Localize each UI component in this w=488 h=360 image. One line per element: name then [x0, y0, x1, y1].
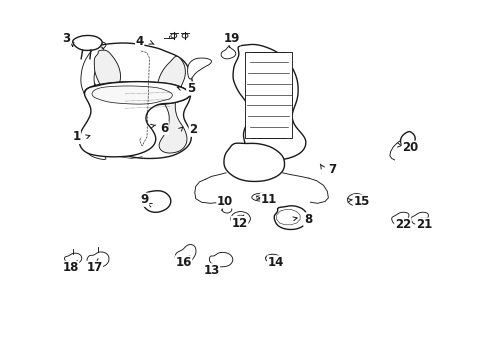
Text: 17: 17: [86, 261, 102, 274]
Text: 19: 19: [224, 32, 240, 45]
Polygon shape: [209, 252, 232, 267]
Polygon shape: [245, 51, 292, 138]
Polygon shape: [221, 46, 235, 59]
Text: 9: 9: [140, 193, 148, 206]
Text: 18: 18: [62, 261, 79, 274]
Polygon shape: [400, 132, 414, 148]
Text: 12: 12: [231, 216, 247, 230]
Text: 10: 10: [216, 195, 233, 208]
Polygon shape: [87, 252, 109, 267]
Text: 14: 14: [267, 256, 284, 269]
Ellipse shape: [256, 195, 266, 199]
Polygon shape: [92, 86, 172, 104]
Polygon shape: [81, 46, 105, 159]
Circle shape: [182, 34, 187, 38]
Text: 6: 6: [160, 122, 168, 135]
Polygon shape: [73, 36, 102, 50]
Text: 4: 4: [135, 35, 143, 49]
Polygon shape: [64, 253, 81, 264]
Text: 7: 7: [327, 163, 336, 176]
Text: 16: 16: [175, 256, 191, 269]
Text: 11: 11: [260, 193, 276, 206]
Circle shape: [230, 212, 250, 226]
Text: 21: 21: [415, 218, 431, 231]
Text: 15: 15: [353, 195, 369, 208]
Polygon shape: [187, 58, 211, 79]
Polygon shape: [142, 191, 170, 212]
Text: 20: 20: [401, 141, 418, 154]
Text: 2: 2: [189, 123, 197, 136]
Text: 5: 5: [186, 82, 195, 95]
Polygon shape: [158, 56, 186, 153]
Polygon shape: [90, 43, 192, 158]
Polygon shape: [94, 50, 123, 141]
Text: 3: 3: [62, 32, 70, 45]
Polygon shape: [175, 244, 196, 264]
Polygon shape: [347, 194, 364, 206]
Polygon shape: [79, 82, 189, 157]
Circle shape: [222, 206, 231, 213]
Ellipse shape: [251, 193, 271, 201]
Text: 13: 13: [203, 264, 219, 277]
Circle shape: [170, 34, 176, 38]
Polygon shape: [391, 212, 408, 224]
Circle shape: [235, 215, 245, 222]
Polygon shape: [410, 212, 427, 224]
Ellipse shape: [265, 254, 280, 262]
Text: 8: 8: [303, 213, 311, 226]
Polygon shape: [224, 143, 284, 181]
Text: 22: 22: [394, 218, 410, 231]
Text: 1: 1: [72, 130, 80, 144]
Polygon shape: [274, 206, 306, 229]
Polygon shape: [233, 44, 305, 160]
Polygon shape: [84, 82, 189, 105]
Ellipse shape: [268, 256, 276, 260]
